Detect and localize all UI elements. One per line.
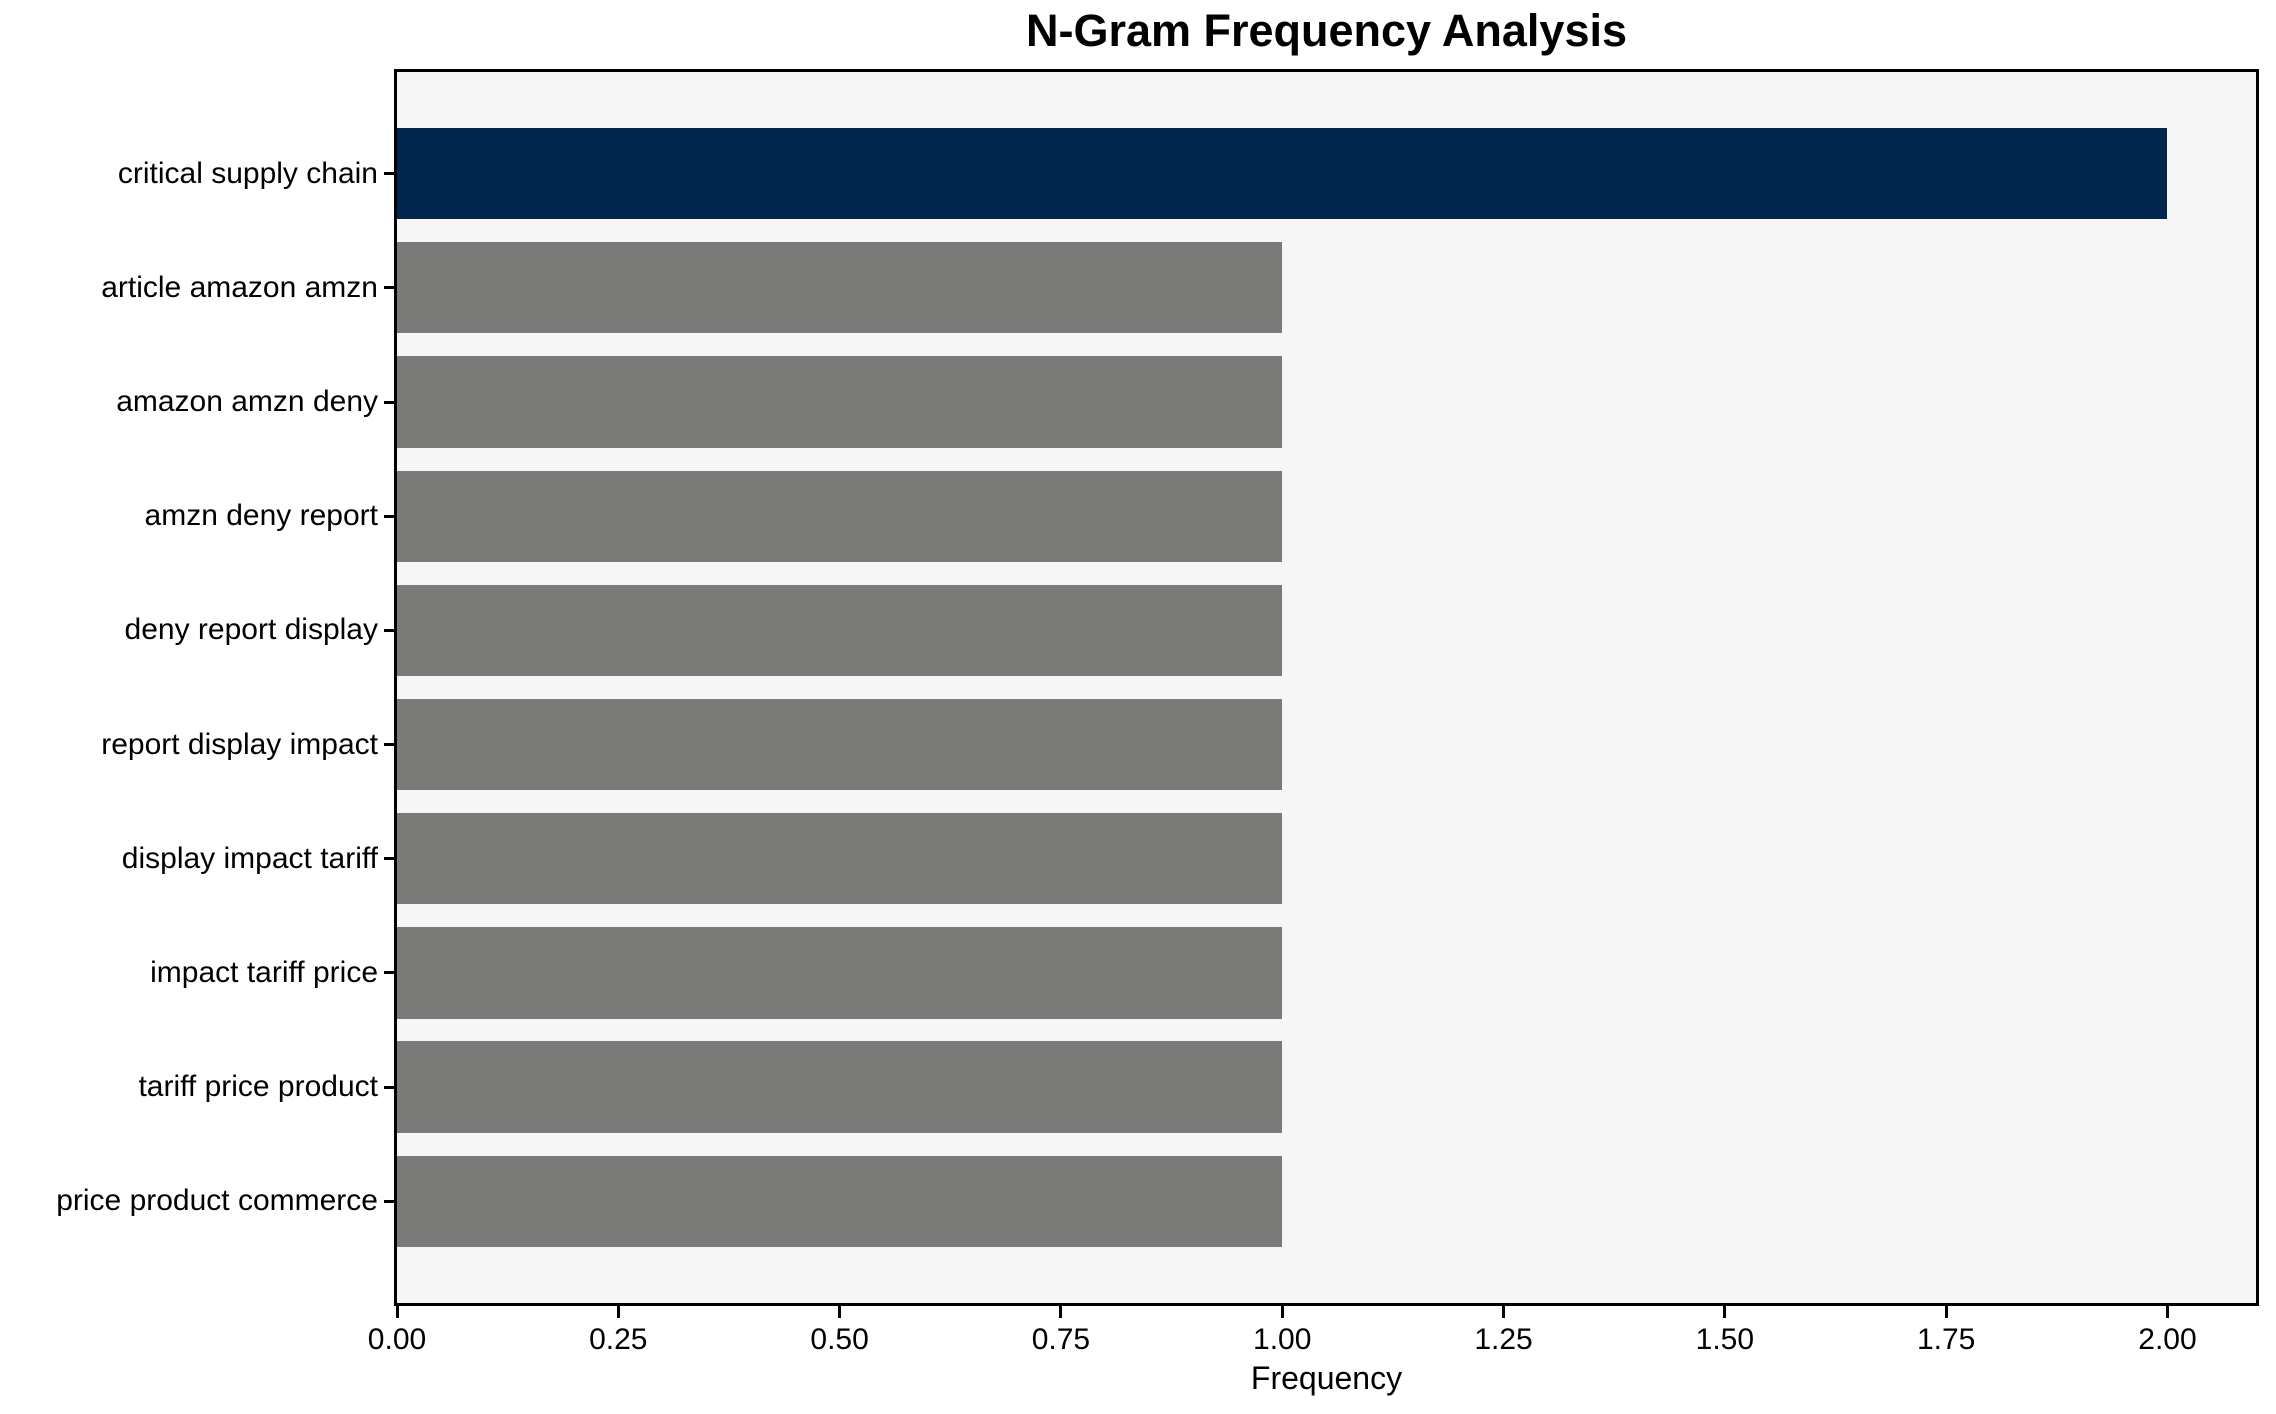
bar-deny-report-display [397,584,1283,677]
ytick-label-amazon-amzn-deny: amazon amzn deny [116,385,378,419]
ytick-mark [384,514,394,518]
ytick-label-critical-supply-chain: critical supply chain [117,156,378,190]
ytick-label-price-product-commerce: price product commerce [56,1184,378,1218]
ytick-label-display-impact-tariff: display impact tariff [121,841,378,875]
xtick-label-1.00: 1.00 [1253,1323,1312,1356]
ytick-mark [384,628,394,632]
xtick-label-1.25: 1.25 [1474,1323,1533,1356]
ytick-mark [384,172,394,176]
xtick-mark [1059,1306,1063,1318]
bar-critical-supply-chain [397,127,2168,220]
bar-tariff-price-product [397,1041,1283,1133]
ytick-mark [384,971,394,975]
ytick-label-impact-tariff-price: impact tariff price [150,955,378,989]
bar-price-product-commerce [397,1155,1283,1248]
xtick-label-0.00: 0.00 [367,1323,427,1356]
ytick-mark [384,857,394,861]
xtick-label-0.25: 0.25 [589,1323,648,1356]
ytick-mark [384,1085,394,1089]
ytick-mark [384,286,394,290]
ytick-label-tariff-price-product: tariff price product [138,1070,378,1104]
xtick-mark [1944,1306,1948,1318]
ytick-label-report-display-impact: report display impact [101,727,378,761]
xtick-label-0.75: 0.75 [1031,1323,1091,1356]
xtick-mark [1723,1306,1727,1318]
xtick-mark [838,1306,842,1318]
ytick-label-amzn-deny-report: amzn deny report [144,499,378,533]
x-axis-label: Frequency [1250,1360,1403,1396]
ytick-mark [384,1199,394,1203]
xtick-mark [2165,1306,2169,1318]
bar-amzn-deny-report [397,470,1283,562]
xtick-label-0.50: 0.50 [810,1323,869,1356]
xtick-mark [1502,1306,1506,1318]
xtick-mark [616,1306,620,1318]
ytick-label-article-amazon-amzn: article amazon amzn [101,270,378,304]
ytick-mark [384,400,394,404]
ytick-mark [384,743,394,747]
bar-article-amazon-amzn [397,242,1283,334]
ytick-label-deny-report-display: deny report display [124,613,378,647]
bar-display-impact-tariff [397,813,1283,905]
bar-amazon-amzn-deny [397,356,1283,448]
chart-title: N-Gram Frequency Analysis [1025,5,1628,56]
xtick-mark [1280,1306,1284,1318]
xtick-label-2.00: 2.00 [2138,1323,2197,1356]
xtick-mark [395,1306,399,1318]
xtick-label-1.50: 1.50 [1695,1323,1755,1356]
bar-impact-tariff-price [397,927,1283,1019]
bar-report-display-impact [397,698,1283,791]
xtick-label-1.75: 1.75 [1916,1323,1976,1356]
